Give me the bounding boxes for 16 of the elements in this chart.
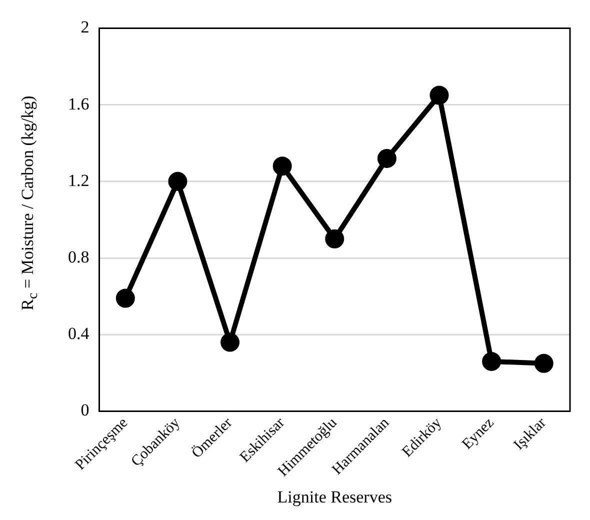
- y-tick-label: 1.2: [68, 170, 90, 190]
- point: [482, 352, 502, 371]
- point: [534, 354, 554, 373]
- y-tick-label: 0: [80, 400, 90, 420]
- point: [325, 229, 344, 248]
- point: [220, 332, 240, 352]
- point: [430, 86, 449, 105]
- x-axis-title: Lignite Reserves: [277, 487, 392, 506]
- y-tick-label: 1.6: [68, 94, 90, 114]
- y-tick-label: 0.8: [68, 248, 90, 266]
- point: [272, 156, 292, 176]
- point: [377, 148, 396, 168]
- point: [168, 172, 188, 191]
- y-tick-label: 2: [80, 18, 90, 37]
- point: [116, 288, 135, 308]
- y-tick-label: 0.4: [68, 324, 90, 344]
